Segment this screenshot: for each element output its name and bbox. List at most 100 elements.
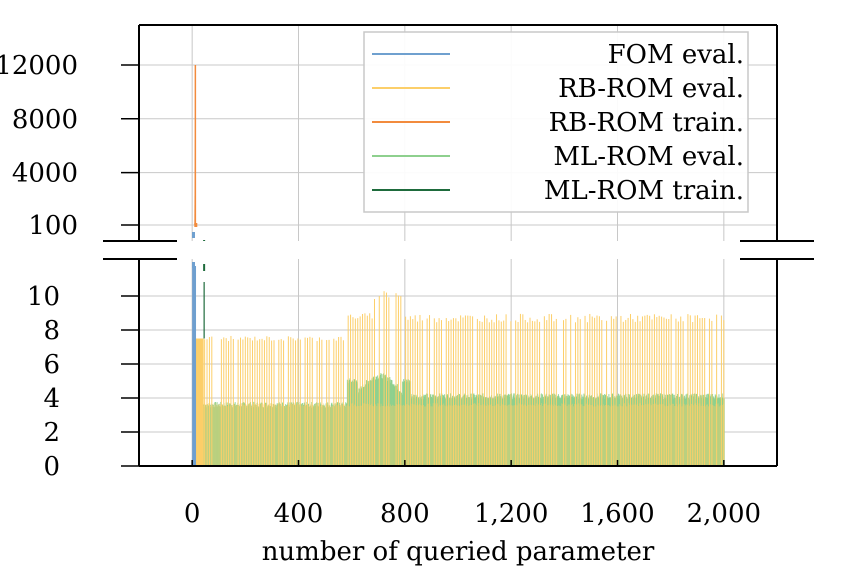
rb-eval-bar (624, 403, 625, 466)
rb-eval-bar (673, 403, 674, 466)
rb-eval-spike (254, 336, 256, 466)
rb-eval-spike (290, 337, 292, 466)
rb-eval-bar (568, 404, 570, 466)
rb-eval-spike (629, 314, 631, 466)
y-tick-label: 4000 (12, 159, 78, 189)
rb-eval-bar (647, 404, 649, 466)
rb-eval-bar (325, 405, 327, 466)
rb-eval-bar (256, 404, 258, 466)
rb-eval-bar (212, 405, 214, 466)
rb-eval-bar (380, 403, 382, 466)
rb-eval-bar (381, 405, 383, 466)
rb-eval-spike (438, 318, 440, 466)
rb-eval-bar (425, 406, 427, 466)
rb-eval-bar (610, 406, 612, 466)
rb-eval-bar (635, 404, 637, 466)
rb-eval-spike (321, 339, 323, 466)
rb-eval-bar (447, 405, 449, 466)
rb-eval-spike (352, 317, 354, 466)
rb-eval-spike (484, 315, 486, 466)
rb-eval-bar (449, 405, 451, 466)
rb-eval-spike (493, 322, 495, 466)
rb-eval-bar (512, 405, 514, 466)
rb-eval-bar (643, 405, 645, 466)
rb-eval-bar (542, 405, 544, 466)
rb-eval-bar (276, 405, 278, 466)
rb-eval-spike (371, 318, 373, 466)
rb-eval-bar (490, 404, 491, 466)
rb-eval-spike (400, 296, 402, 466)
rb-eval-spike (656, 317, 658, 466)
rb-eval-bar (600, 404, 602, 466)
rb-eval-bar (473, 403, 474, 466)
rb-eval-bar (370, 404, 371, 466)
rb-eval-spike (596, 315, 598, 466)
rb-eval-bar (409, 405, 411, 466)
rb-eval-spike (529, 317, 531, 466)
rb-eval-spike (500, 321, 502, 466)
rb-eval-bar (255, 404, 256, 466)
rb-eval-bar (721, 404, 723, 466)
rb-eval-bar (679, 403, 681, 466)
rb-eval-bar (507, 405, 508, 466)
rb-eval-bar (513, 405, 515, 466)
rb-eval-bar (503, 405, 505, 466)
rb-eval-spike (543, 316, 545, 466)
rb-eval-bar (389, 406, 390, 466)
rb-eval-bar (532, 404, 534, 466)
rb-eval-spike (311, 337, 313, 466)
rb-eval-bar (293, 404, 295, 466)
rb-eval-spike (395, 293, 397, 466)
rb-eval-bar (718, 406, 720, 466)
rb-eval-bar (303, 405, 304, 466)
rb-eval-bar (264, 403, 266, 466)
tick-labels: 0 400 800 1,200 1,600 2,000 0 2 4 6 8 10 100 4000 8000… (0, 51, 761, 529)
rb-eval-bar (277, 404, 279, 466)
rb-eval-spike (299, 339, 301, 466)
rb-eval-bar (691, 403, 692, 466)
rb-eval-bar (320, 405, 321, 466)
rb-eval-bar (530, 404, 532, 466)
rb-eval-bar (456, 405, 457, 466)
rb-eval-bar (582, 406, 584, 466)
rb-eval-spike (627, 317, 629, 466)
rb-eval-spike (505, 314, 507, 466)
rb-eval-bar (566, 405, 568, 466)
legend-label: RB-ROM eval. (558, 74, 744, 104)
rb-eval-spike (292, 338, 294, 466)
rb-eval-spike (448, 321, 450, 466)
rb-eval-bar (267, 404, 269, 466)
y-tick-label: 12000 (0, 51, 78, 81)
rb-eval-bar (712, 404, 714, 466)
rb-eval-spike (357, 318, 359, 466)
rb-eval-bar (459, 405, 461, 466)
rb-eval-bar (461, 404, 463, 466)
rb-eval-bar (315, 405, 317, 466)
rb-eval-bar (552, 406, 554, 466)
rb-eval-bar (329, 405, 331, 466)
rb-eval-bar (511, 405, 513, 466)
rb-eval-bar (427, 403, 429, 466)
rb-eval-bar (241, 404, 243, 466)
rb-eval-bar (463, 404, 465, 466)
rb-eval-bar (488, 405, 489, 466)
rb-eval-bar (358, 405, 360, 466)
rb-eval-bar (219, 404, 220, 466)
rb-eval-bar (614, 405, 616, 466)
rb-eval-spike (491, 319, 493, 466)
rb-eval-bar (237, 406, 238, 466)
rb-eval-bar (281, 406, 283, 466)
rb-eval-bar (619, 405, 621, 466)
rb-eval-bar (310, 404, 312, 466)
rb-eval-bar (702, 405, 704, 466)
rb-eval-bar (593, 406, 595, 466)
rb-eval-bar (322, 405, 323, 466)
rb-eval-bar (570, 404, 572, 466)
rb-eval-bar (516, 405, 518, 466)
x-tick-label: 1,600 (580, 499, 654, 529)
rb-eval-bar (330, 406, 332, 466)
rb-eval-bar (501, 404, 503, 466)
rb-eval-bar (404, 405, 405, 466)
rb-eval-spike (211, 336, 213, 466)
